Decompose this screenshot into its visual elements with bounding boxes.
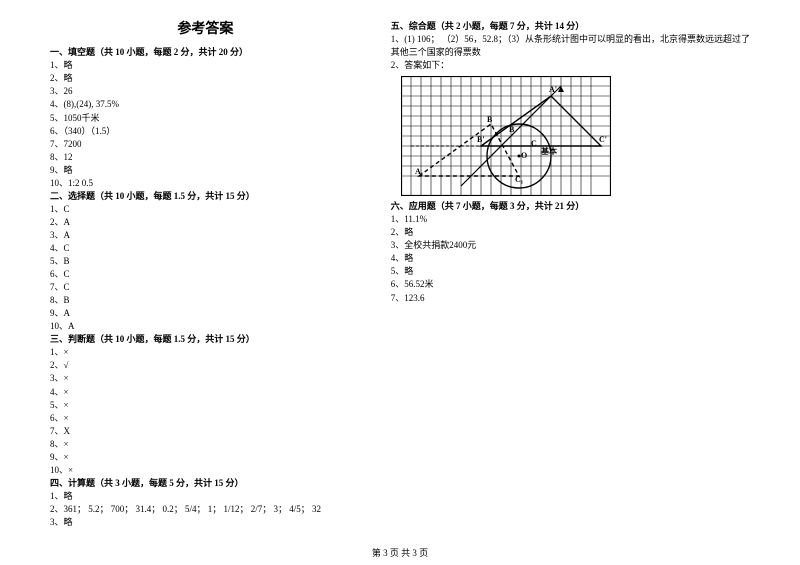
- section-2-header: 二、选择题（共 10 小题，每题 1.5 分，共计 15 分）: [50, 190, 361, 203]
- s6-a2: 2、略: [391, 226, 750, 239]
- svg-text:C₁: C₁: [515, 175, 524, 184]
- s6-a7: 7、123.6: [391, 292, 750, 305]
- page-footer: 第 3 页 共 3 页: [0, 546, 800, 559]
- s2-a5: 5、B: [50, 255, 361, 268]
- s2-a4: 4、C: [50, 242, 361, 255]
- s5-a2: 2、答案如下：: [391, 59, 750, 72]
- s3-a2: 2、√: [50, 359, 361, 372]
- s3-a8: 8、×: [50, 438, 361, 451]
- svg-text:B: B: [487, 115, 493, 124]
- s1-a6: 6、（340）（1.5）: [50, 125, 361, 138]
- s3-a6: 6、×: [50, 412, 361, 425]
- s2-a8: 8、B: [50, 294, 361, 307]
- section-4-header: 四、计算题（共 3 小题，每题 5 分，共计 15 分）: [50, 477, 361, 490]
- s5-a1b: 其他三个国家的得票数: [391, 46, 750, 59]
- svg-text:O: O: [521, 151, 527, 160]
- s2-a6: 6、C: [50, 268, 361, 281]
- right-column: 五、综合题（共 2 小题，每题 7 分，共计 14 分） 1、(1) 106； …: [391, 20, 750, 529]
- s3-a7: 7、X: [50, 425, 361, 438]
- s6-a3: 3、全校共捐款2400元: [391, 239, 750, 252]
- s6-a5: 5、略: [391, 265, 750, 278]
- svg-text:C': C': [599, 135, 607, 144]
- svg-text:C: C: [531, 139, 537, 148]
- s2-a10: 10、A: [50, 320, 361, 333]
- doc-title: 参考答案: [50, 20, 361, 40]
- s2-a3: 3、A: [50, 229, 361, 242]
- s1-a1: 1、略: [50, 59, 361, 72]
- page: 参考答案 一、填空题（共 10 小题，每题 2 分，共计 20 分） 1、略 2…: [0, 0, 800, 539]
- s1-a7: 7、7200: [50, 138, 361, 151]
- s3-a1: 1、×: [50, 346, 361, 359]
- s1-a8: 8、12: [50, 151, 361, 164]
- s2-a2: 2、A: [50, 216, 361, 229]
- s1-a10: 10、1:2 0.5: [50, 177, 361, 190]
- s1-a4: 4、(8),(24), 37.5%: [50, 98, 361, 111]
- svg-text:B': B': [477, 135, 485, 144]
- section-6-header: 六、应用题（共 7 小题，每题 3 分，共计 21 分）: [391, 200, 750, 213]
- s4-a3: 3、略: [50, 516, 361, 529]
- s3-a5: 5、×: [50, 399, 361, 412]
- s6-a6: 6、56.52米: [391, 278, 750, 291]
- s1-a3: 3、26: [50, 85, 361, 98]
- s2-a7: 7、C: [50, 281, 361, 294]
- svg-text:基本: 基本: [540, 146, 557, 156]
- s3-a9: 9、×: [50, 451, 361, 464]
- left-column: 参考答案 一、填空题（共 10 小题，每题 2 分，共计 20 分） 1、略 2…: [50, 20, 361, 529]
- s2-a1: 1、C: [50, 203, 361, 216]
- figure-svg: A' B' C' B B C A₁ C₁ O 基本: [401, 76, 611, 196]
- s4-a1: 1、略: [50, 490, 361, 503]
- s1-a2: 2、略: [50, 72, 361, 85]
- s1-a5: 5、1050千米: [50, 112, 361, 125]
- s3-a3: 3、×: [50, 372, 361, 385]
- s3-a4: 4、×: [50, 386, 361, 399]
- s2-a9: 9、A: [50, 307, 361, 320]
- section-1-header: 一、填空题（共 10 小题，每题 2 分，共计 20 分）: [50, 46, 361, 59]
- s6-a4: 4、略: [391, 252, 750, 265]
- section-5-header: 五、综合题（共 2 小题，每题 7 分，共计 14 分）: [391, 20, 750, 33]
- svg-text:B: B: [509, 125, 515, 134]
- svg-text:A₁: A₁: [415, 167, 424, 176]
- s6-a1: 1、11.1%: [391, 213, 750, 226]
- s5-a1a: 1、(1) 106； （2）56，52.8；（3）从条形统计图中可以明显的看出，…: [391, 33, 750, 46]
- svg-text:A': A': [549, 85, 557, 94]
- geometry-figure: A' B' C' B B C A₁ C₁ O 基本: [401, 76, 750, 196]
- s4-a2: 2、361； 5.2； 700； 31.4； 0.2； 5/4； 1； 1/12…: [50, 503, 361, 516]
- s3-a10: 10、×: [50, 464, 361, 477]
- section-3-header: 三、判断题（共 10 小题，每题 1.5 分，共计 15 分）: [50, 333, 361, 346]
- s1-a9: 9、略: [50, 164, 361, 177]
